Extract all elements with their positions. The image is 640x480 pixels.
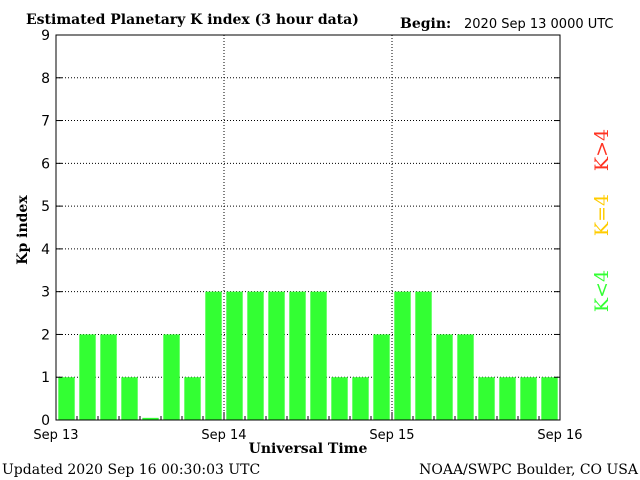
y-tick-label: 6: [41, 156, 50, 172]
y-tick-label: 2: [41, 327, 50, 343]
x-tick-label: Sep 14: [201, 428, 246, 443]
kp-bar: [499, 377, 516, 420]
x-tick-label: Sep 16: [537, 428, 582, 443]
kp-bar: [100, 334, 117, 420]
legend-k-equal-4: K=4: [591, 194, 613, 236]
source-credit: NOAA/SWPC Boulder, CO USA: [419, 462, 639, 478]
kp-bar: [163, 334, 180, 420]
kp-bar: [205, 291, 222, 420]
kp-bar: [352, 377, 369, 420]
y-tick-label: 4: [41, 242, 50, 258]
y-tick-label: 7: [41, 114, 50, 130]
y-tick-label: 1: [41, 370, 50, 386]
chart-title: Estimated Planetary K index (3 hour data…: [26, 12, 359, 28]
updated-timestamp: Updated 2020 Sep 16 00:30:03 UTC: [2, 462, 260, 478]
kp-bar: [436, 334, 453, 420]
x-tick-label: Sep 15: [369, 428, 414, 443]
grid-lines: [56, 35, 560, 420]
y-tick-label: 5: [41, 199, 50, 215]
legend-k-greater-4: K>4: [591, 129, 613, 171]
kp-bar: [373, 334, 390, 420]
kp-bar: [268, 291, 285, 420]
plot-frame: [55, 34, 561, 421]
kp-bar: [184, 377, 201, 420]
kp-bar: [520, 377, 537, 420]
kp-bar: [226, 291, 243, 420]
kp-bar: [541, 377, 558, 420]
kp-bar: [310, 291, 327, 420]
kp-bar: [394, 291, 411, 420]
kp-bar: [79, 334, 96, 420]
x-axis-ticks: Sep 13 Sep 14 Sep 15 Sep 16: [33, 412, 583, 443]
kp-bar: [247, 291, 264, 420]
kp-bar: [331, 377, 348, 420]
y-tick-label: 9: [41, 28, 50, 44]
y-axis-label: Kp index: [15, 195, 31, 265]
begin-label: Begin:: [400, 16, 451, 32]
kp-bar: [58, 377, 75, 420]
kp-bar: [142, 417, 159, 420]
kp-bar: [121, 377, 138, 420]
bar-series: [58, 291, 558, 420]
y-axis-ticks: 0 1 2 3 4 5 6 7 8 9: [41, 28, 560, 429]
kp-bar: [478, 377, 495, 420]
y-tick-label: 8: [41, 71, 50, 87]
kp-bar: [415, 291, 432, 420]
begin-value: 2020 Sep 13 0000 UTC: [464, 17, 614, 32]
y-tick-label: 0: [41, 413, 50, 429]
x-axis-label: Universal Time: [249, 441, 368, 457]
kp-bar: [289, 291, 306, 420]
y-tick-label: 3: [41, 285, 50, 301]
legend-k-less-4: K<4: [591, 270, 613, 312]
kp-bar: [457, 334, 474, 420]
x-tick-label: Sep 13: [33, 428, 78, 443]
